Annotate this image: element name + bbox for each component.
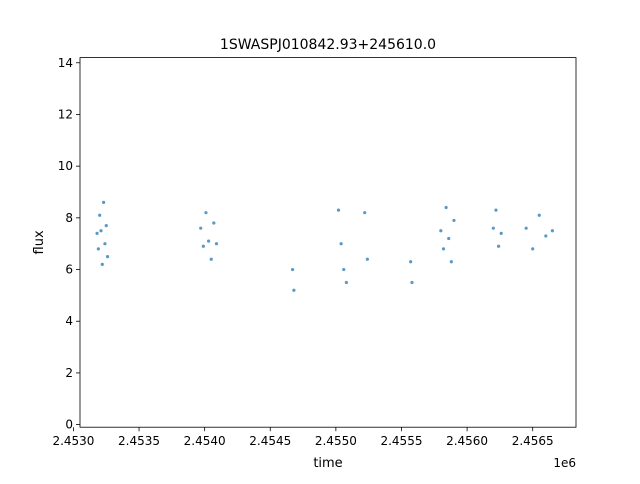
x-tick-label: 2.4550 [315,434,357,448]
data-point [524,226,528,230]
data-point [98,213,102,217]
data-point [439,229,443,233]
y-tick-label: 6 [65,263,73,277]
y-axis-label: flux [32,230,47,254]
data-point [201,244,205,248]
data-point [447,236,451,241]
x-tick-label: 2.4560 [446,434,488,448]
data-point [214,242,219,246]
x-tick-label: 2.4540 [184,434,226,448]
data-point [339,242,343,246]
x-tick-label: 2.4545 [249,434,291,448]
x-axis-label: time [313,456,342,471]
x-tick-label: 2.4565 [512,434,554,448]
data-point [452,218,456,223]
data-point [531,247,535,251]
data-point [95,231,99,235]
data-point [496,244,501,248]
data-point [550,229,554,233]
data-point [444,205,448,210]
data-point [365,257,369,261]
data-point [199,226,203,230]
data-point [206,239,211,243]
data-point [99,229,103,233]
y-tick-label: 10 [58,159,73,173]
data-point [290,267,295,272]
y-tick-label: 12 [58,107,73,121]
data-point [537,213,541,217]
x-tick-label: 2.4535 [118,434,160,448]
data-point [449,260,453,264]
y-tick-label: 8 [65,211,73,225]
data-point [409,260,413,264]
data-point [342,267,346,272]
x-axis-offset-label: 1e6 [553,456,576,470]
data-point [491,226,495,230]
y-tick-label: 0 [65,418,73,432]
y-tick-label: 4 [65,314,73,328]
x-tick-label: 2.4555 [380,434,422,448]
data-point [105,255,110,259]
y-tick-label: 2 [65,366,73,380]
x-tick-label: 2.4530 [52,434,94,448]
scatter-points [95,200,554,292]
data-point [103,242,107,246]
plot-frame [79,57,577,428]
data-point [363,211,367,215]
data-point [499,231,503,235]
chart-title: 1SWASPJ010842.93+245610.0 [220,37,436,53]
data-point [96,247,100,251]
data-point [344,280,348,285]
y-tick-label: 14 [58,56,73,70]
data-point [204,211,208,215]
data-point [494,208,498,212]
data-point [209,257,213,261]
y-axis-ticks: 0 2 4 6 8 10 12 14 [58,56,80,432]
data-point [336,208,341,212]
data-point [292,288,296,292]
data-point [100,262,104,266]
data-point [410,280,414,285]
x-axis-ticks: 2.4530 2.4535 2.4540 2.4545 2.4550 2.4555 2.45… [52,427,554,448]
data-point [102,200,106,204]
data-point [212,221,216,225]
data-point [544,234,548,238]
data-point [441,247,446,251]
data-point [104,224,108,228]
